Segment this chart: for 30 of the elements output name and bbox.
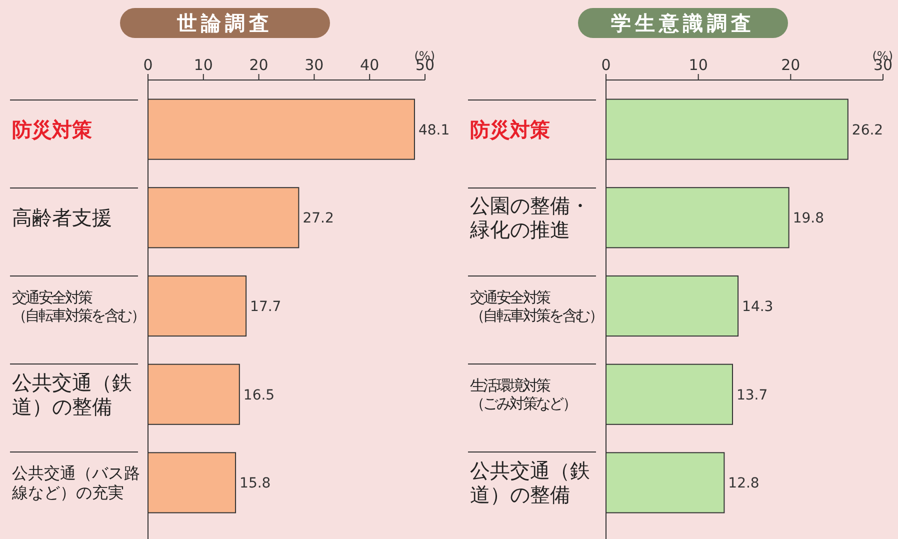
x-tick-label: 0 bbox=[601, 56, 611, 74]
y-tick-label: 防災対策 bbox=[12, 117, 92, 142]
data-label: 14.3 bbox=[742, 299, 774, 315]
data-label: 16.5 bbox=[243, 387, 275, 404]
x-tick-label: 40 bbox=[360, 56, 380, 74]
y-tick-label: 防災対策 bbox=[470, 117, 550, 142]
data-label: 27.2 bbox=[302, 210, 334, 227]
y-tick-label: 公園の整備・緑化の推進 bbox=[469, 194, 590, 242]
x-tick-label: 20 bbox=[249, 56, 268, 74]
data-label: 26.2 bbox=[852, 122, 884, 138]
y-tick-label: 公共交通（鉄道）の整備 bbox=[470, 458, 590, 507]
chart-title: 世論調査 bbox=[176, 11, 273, 35]
y-tick-label: 公共交通（鉄道）の整備 bbox=[12, 370, 132, 418]
data-label: 13.7 bbox=[736, 387, 768, 404]
y-tick-label: 交通安全対策（自転車対策を含む） bbox=[470, 288, 602, 324]
y-tick-label: 公共交通（バス路線など）の充実 bbox=[11, 464, 140, 502]
x-tick-label: 30 bbox=[304, 56, 324, 74]
x-tick-label: 20 bbox=[781, 56, 800, 74]
x-tick-label: 0 bbox=[143, 56, 153, 74]
data-label: 15.8 bbox=[240, 476, 271, 492]
data-label: 17.7 bbox=[250, 299, 282, 315]
y-tick-label: 交通安全対策（自転車対策を含む） bbox=[12, 288, 144, 324]
data-label: 12.8 bbox=[728, 476, 760, 492]
data-label: 48.1 bbox=[418, 122, 450, 138]
y-tick-label: 高齢者支援 bbox=[12, 206, 112, 230]
x-tick-label: 10 bbox=[688, 56, 708, 74]
chart-title: 学生意識調査 bbox=[611, 11, 755, 35]
data-label: 19.8 bbox=[792, 210, 824, 227]
y-tick-label: 生活環境対策（ごみ対策など） bbox=[470, 376, 576, 413]
x-tick-label: 10 bbox=[194, 56, 213, 74]
